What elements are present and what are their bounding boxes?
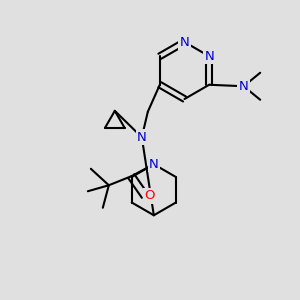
Text: O: O: [144, 189, 154, 202]
Text: N: N: [239, 80, 249, 93]
Text: N: N: [180, 35, 189, 49]
Text: N: N: [149, 158, 159, 171]
Text: N: N: [137, 131, 147, 144]
Text: N: N: [204, 50, 214, 63]
